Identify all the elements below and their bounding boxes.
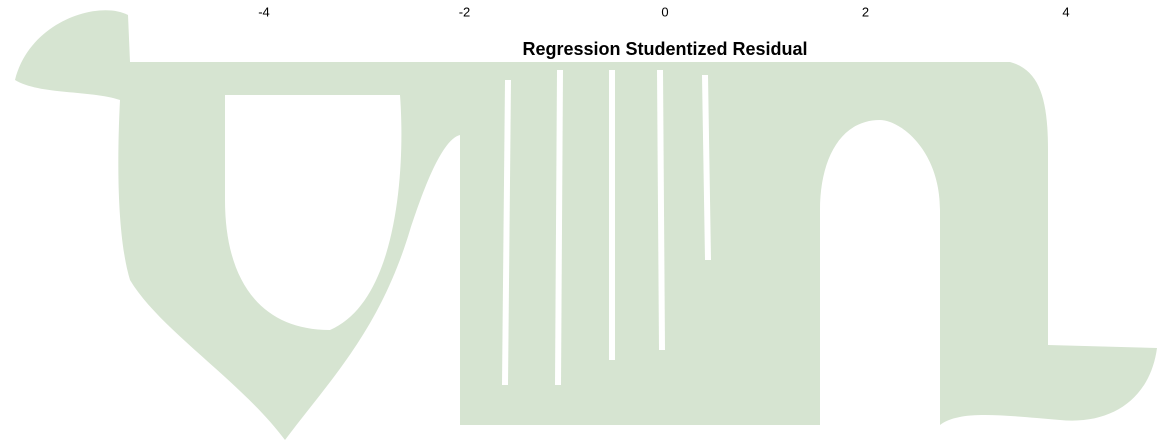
x-tick-label: 4 bbox=[1062, 4, 1069, 19]
watermark bbox=[15, 10, 1157, 440]
x-tick-label: 2 bbox=[862, 4, 869, 19]
x-tick-label: -4 bbox=[258, 4, 270, 19]
x-tick-label: 0 bbox=[661, 4, 668, 19]
x-tick-label: -2 bbox=[459, 4, 471, 19]
x-axis-title: Regression Studentized Residual bbox=[522, 39, 807, 59]
